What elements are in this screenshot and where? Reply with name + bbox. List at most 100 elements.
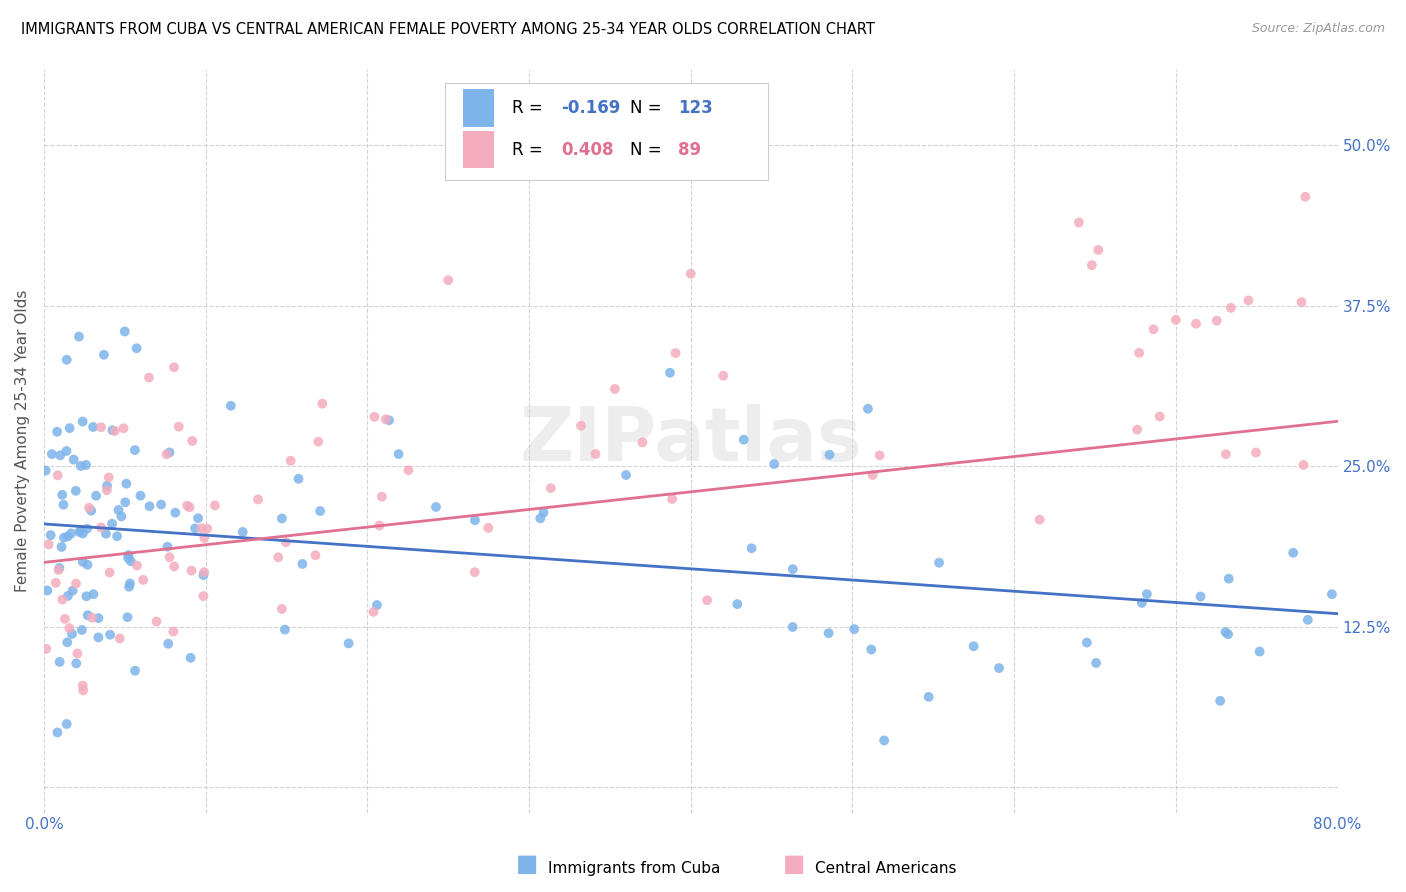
Point	[437, 273, 460, 287]
Point	[181, 434, 204, 448]
Point	[1142, 322, 1164, 336]
Text: ZIPatlas: ZIPatlas	[519, 404, 862, 477]
Point	[76, 522, 98, 536]
Point	[159, 550, 181, 565]
Text: -0.169: -0.169	[561, 99, 621, 117]
Point	[176, 499, 198, 513]
Point	[862, 467, 884, 482]
Point	[46, 725, 69, 739]
Point	[117, 610, 139, 624]
Point	[62, 583, 84, 598]
Text: Source: ZipAtlas.com: Source: ZipAtlas.com	[1251, 22, 1385, 36]
Point	[51, 488, 73, 502]
Point	[337, 636, 360, 650]
Point	[98, 628, 121, 642]
Point	[110, 509, 132, 524]
Point	[193, 531, 215, 545]
Point	[67, 329, 90, 343]
Point	[274, 623, 297, 637]
Point	[93, 348, 115, 362]
Point	[56, 589, 79, 603]
Point	[1296, 613, 1319, 627]
Point	[163, 559, 186, 574]
Point	[844, 622, 866, 636]
Point	[156, 540, 179, 554]
Point	[94, 526, 117, 541]
Point	[304, 549, 326, 563]
Point	[104, 424, 127, 438]
Point	[193, 568, 215, 582]
Point	[988, 661, 1011, 675]
Point	[763, 457, 786, 471]
Point	[76, 558, 98, 572]
Point	[1189, 590, 1212, 604]
Point	[962, 639, 984, 653]
Point	[180, 564, 202, 578]
Point	[569, 418, 592, 433]
Point	[363, 605, 385, 619]
Point	[101, 423, 124, 437]
Point	[1149, 409, 1171, 424]
Point	[1244, 445, 1267, 459]
Point	[162, 624, 184, 639]
Point	[533, 506, 555, 520]
Point	[124, 443, 146, 458]
Point	[679, 267, 702, 281]
Point	[82, 610, 104, 624]
Point	[856, 401, 879, 416]
Point	[77, 500, 100, 515]
Point	[1085, 656, 1108, 670]
Point	[55, 444, 77, 458]
Point	[132, 573, 155, 587]
Point	[1237, 293, 1260, 308]
Point	[46, 468, 69, 483]
Point	[39, 528, 62, 542]
Point	[156, 447, 179, 461]
Point	[112, 421, 135, 435]
Point	[58, 621, 80, 635]
Point	[860, 642, 883, 657]
Point	[150, 498, 173, 512]
Point	[232, 524, 254, 539]
Point	[388, 447, 411, 461]
Y-axis label: Female Poverty Among 25-34 Year Olds: Female Poverty Among 25-34 Year Olds	[15, 289, 30, 591]
Point	[741, 541, 763, 556]
Point	[55, 352, 77, 367]
Text: N =: N =	[630, 99, 666, 117]
Point	[1291, 295, 1313, 310]
Point	[90, 420, 112, 434]
Point	[117, 548, 139, 562]
Point	[711, 368, 734, 383]
Point	[464, 513, 486, 527]
Point	[661, 491, 683, 506]
Point	[97, 470, 120, 484]
Point	[1067, 215, 1090, 229]
Point	[1081, 258, 1104, 272]
Point	[53, 612, 76, 626]
Point	[1282, 546, 1305, 560]
Point	[129, 489, 152, 503]
Point	[928, 556, 950, 570]
Point	[204, 499, 226, 513]
Point	[1215, 625, 1237, 640]
Point	[193, 589, 215, 603]
Point	[1292, 458, 1315, 472]
Point	[60, 526, 83, 541]
Point	[96, 479, 118, 493]
Point	[918, 690, 941, 704]
Point	[274, 535, 297, 549]
Point	[87, 631, 110, 645]
Point	[51, 592, 73, 607]
Point	[1185, 317, 1208, 331]
Point	[180, 650, 202, 665]
Point	[664, 346, 686, 360]
Point	[366, 598, 388, 612]
Point	[125, 558, 148, 573]
Point	[62, 452, 84, 467]
Point	[48, 561, 70, 575]
FancyBboxPatch shape	[444, 83, 769, 180]
Point	[271, 511, 294, 525]
Point	[145, 615, 167, 629]
Point	[52, 498, 75, 512]
Point	[53, 531, 76, 545]
